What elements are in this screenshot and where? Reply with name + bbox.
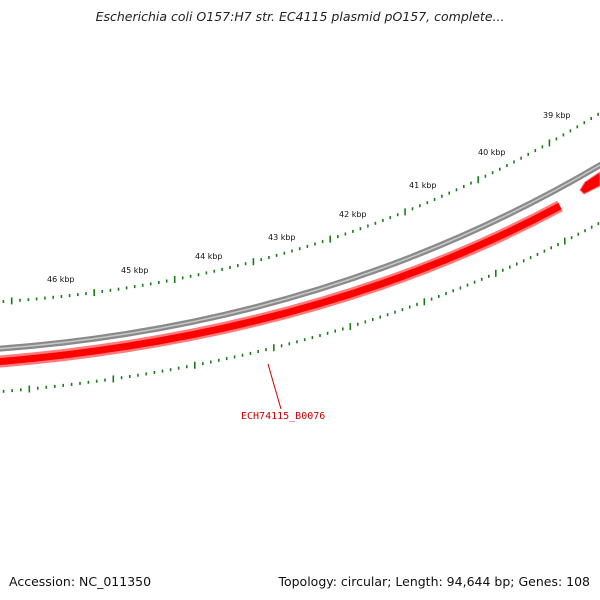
backbone-inner-line <box>0 164 600 350</box>
accession-text: Accession: NC_011350 <box>9 574 152 589</box>
outer-tick-ring <box>2 112 599 305</box>
topology-summary: Topology: circular; Length: 94,644 bp; G… <box>278 574 590 589</box>
gene-feature-ECH74115_B0076[interactable] <box>0 202 562 366</box>
gene-feature-arrow[interactable] <box>579 171 600 195</box>
tick-label-45kbp: 45 kbp <box>121 266 149 275</box>
gene-label-leader <box>267 363 282 410</box>
tick-label-39kbp: 39 kbp <box>543 111 571 120</box>
map-title: Escherichia coli O157:H7 str. EC4115 pla… <box>95 9 505 24</box>
tick-label-46kbp: 46 kbp <box>47 275 75 284</box>
inner-tick-ring <box>2 222 600 393</box>
tick-label-42kbp: 42 kbp <box>339 210 367 219</box>
tick-label-43kbp: 43 kbp <box>268 233 296 242</box>
gene-label[interactable]: ECH74115_B0076 <box>241 411 325 422</box>
backbone-track <box>0 161 600 352</box>
tick-label-44kbp: 44 kbp <box>195 252 223 261</box>
tick-label-40kbp: 40 kbp <box>478 148 506 157</box>
tick-label-41kbp: 41 kbp <box>409 181 437 190</box>
